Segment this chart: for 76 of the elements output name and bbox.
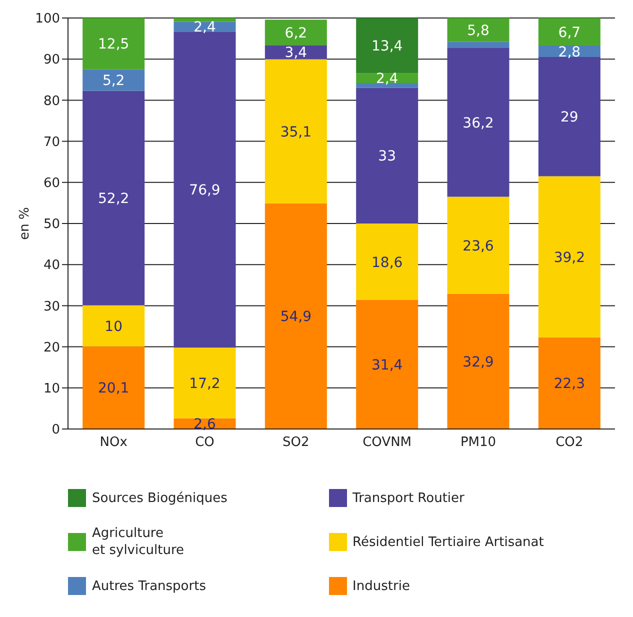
y-tick-label: 0 <box>52 422 60 438</box>
bar <box>447 48 510 197</box>
y-tick-label: 50 <box>43 217 60 232</box>
y-tick-label: 20 <box>43 340 60 356</box>
data-label: 5,2 <box>102 73 125 90</box>
data-label: 31,4 <box>372 358 403 374</box>
bar <box>538 18 600 46</box>
data-label: 36,2 <box>462 115 494 132</box>
y-tick-label: 80 <box>43 94 60 109</box>
bar <box>264 59 327 204</box>
data-label: 6,7 <box>558 24 581 41</box>
bar <box>174 348 236 418</box>
bar <box>356 224 418 300</box>
y-tick-label: 10 <box>43 382 60 397</box>
x-tick-label: PM10 <box>460 435 496 450</box>
y-tick-label: 30 <box>43 299 60 314</box>
data-label: 35,1 <box>280 124 312 140</box>
legend-label: Agriculture et sylviculture <box>92 525 184 559</box>
data-label: 22,3 <box>554 376 586 392</box>
x-tick-label: CO2 <box>556 435 584 450</box>
bar <box>356 88 418 224</box>
data-label: 5,8 <box>467 22 490 39</box>
legend-label: Sources Biogéniques <box>92 490 228 507</box>
data-label: 13,4 <box>372 38 403 55</box>
data-label: 12,5 <box>98 36 130 53</box>
data-label: 20,1 <box>98 380 130 397</box>
y-tick-label: 70 <box>43 134 60 150</box>
bar <box>82 346 145 429</box>
bar <box>82 18 145 70</box>
bar <box>174 18 236 22</box>
data-label: 6,2 <box>284 25 308 42</box>
data-label: 52,2 <box>98 191 130 208</box>
y-tick-label: 90 <box>43 52 60 68</box>
bar <box>264 20 327 46</box>
data-label: 39,2 <box>554 250 586 266</box>
bar <box>264 203 327 429</box>
legend-label: Autres Transports <box>92 578 206 595</box>
bar <box>356 18 418 74</box>
data-label: 2,8 <box>558 44 581 60</box>
bar <box>538 57 600 176</box>
data-label: 2,6 <box>194 416 216 433</box>
data-label: 2,4 <box>194 20 216 36</box>
bar <box>174 32 236 348</box>
y-tick-label: 60 <box>43 176 60 192</box>
bar <box>447 196 510 294</box>
legend-label: Résidentiel Tertiaire Artisanat <box>352 534 544 551</box>
data-label: 32,9 <box>462 354 494 370</box>
data-label: 10 <box>104 318 122 335</box>
y-tick-label: 100 <box>35 12 60 27</box>
bar <box>264 45 327 60</box>
x-tick-label: COVNM <box>362 435 412 450</box>
bar <box>82 90 145 306</box>
bar <box>447 18 510 42</box>
y-axis-title: en % <box>18 207 33 240</box>
data-label: 54,9 <box>280 309 312 326</box>
data-label: 29 <box>560 110 578 126</box>
bar <box>82 69 145 91</box>
x-tick-label: NOx <box>100 435 128 450</box>
data-label: 3,4 <box>284 45 308 62</box>
x-tick-label: CO <box>195 435 214 450</box>
data-label: 17,2 <box>189 376 220 392</box>
bar <box>447 294 510 429</box>
x-tick-label: SO2 <box>282 435 310 450</box>
data-label: 18,6 <box>372 254 403 271</box>
bar <box>82 305 145 346</box>
bar <box>356 300 418 429</box>
data-label: 33 <box>378 148 396 165</box>
legend-label: Transport Routier <box>352 490 464 507</box>
bar <box>447 42 510 48</box>
y-tick-label: 40 <box>43 258 60 274</box>
bar <box>538 337 600 429</box>
data-label: 2,4 <box>376 71 398 88</box>
bar <box>538 176 600 338</box>
data-label: 23,6 <box>462 238 494 254</box>
data-label: 76,9 <box>189 182 220 199</box>
legend-label: Industrie <box>352 578 410 595</box>
